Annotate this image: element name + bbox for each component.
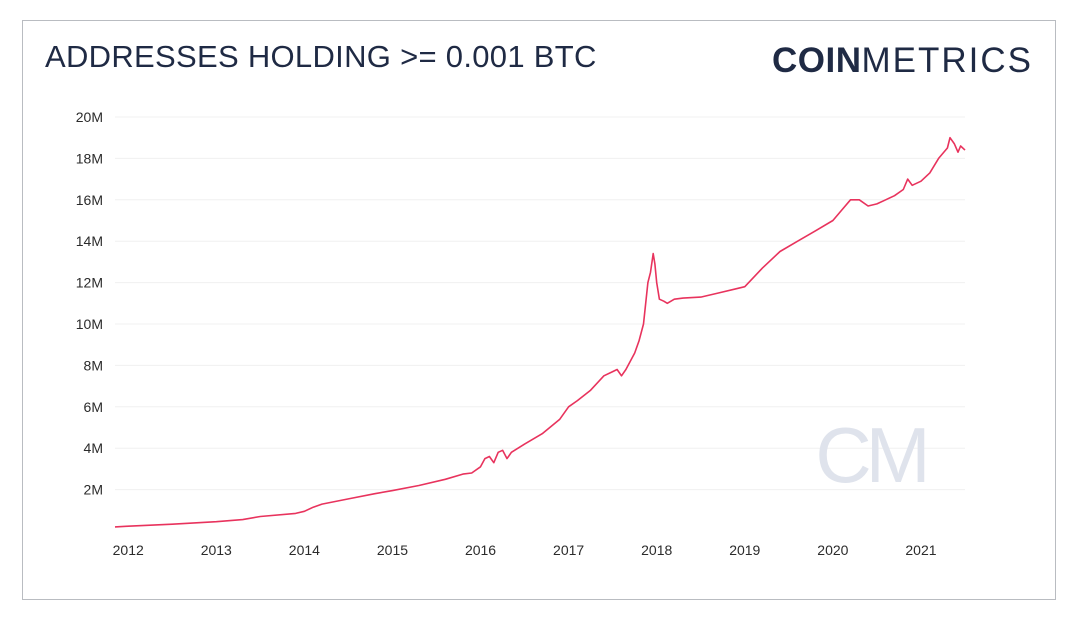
logo-light-text: METRICS — [861, 41, 1033, 80]
x-tick-label: 2018 — [641, 542, 672, 558]
y-tick-label: 14M — [76, 233, 103, 249]
x-axis-labels: 2012 2013 2014 2015 2016 2017 2018 2019 2020 2021 — [113, 542, 937, 558]
x-tick-label: 2012 — [113, 542, 144, 558]
series-line — [114, 136, 966, 528]
y-tick-label: 20M — [76, 109, 103, 125]
coinmetrics-logo: COINMETRICS — [772, 41, 1033, 81]
y-tick-label: 12M — [76, 275, 103, 291]
y-tick-label: 8M — [84, 357, 103, 373]
chart-title: ADDRESSES HOLDING >= 0.001 BTC — [45, 39, 597, 74]
y-tick-label: 6M — [84, 399, 103, 415]
x-tick-label: 2013 — [201, 542, 232, 558]
y-tick-label: 18M — [76, 150, 103, 166]
y-tick-label: 16M — [76, 192, 103, 208]
x-tick-label: 2014 — [289, 542, 320, 558]
cm-watermark: CM — [815, 411, 924, 499]
x-tick-label: 2017 — [553, 542, 584, 558]
y-axis-labels: 2M 4M 6M 8M 10M 12M 14M 16M 18M 20M — [76, 109, 103, 498]
y-tick-label: 2M — [84, 482, 103, 498]
x-tick-label: 2016 — [465, 542, 496, 558]
grid-lines — [115, 116, 965, 491]
logo-bold-text: COIN — [772, 41, 862, 80]
x-tick-label: 2021 — [905, 542, 936, 558]
y-tick-label: 4M — [84, 440, 103, 456]
x-tick-label: 2019 — [729, 542, 760, 558]
y-tick-label: 10M — [76, 316, 103, 332]
x-tick-label: 2020 — [817, 542, 848, 558]
x-tick-label: 2015 — [377, 542, 408, 558]
